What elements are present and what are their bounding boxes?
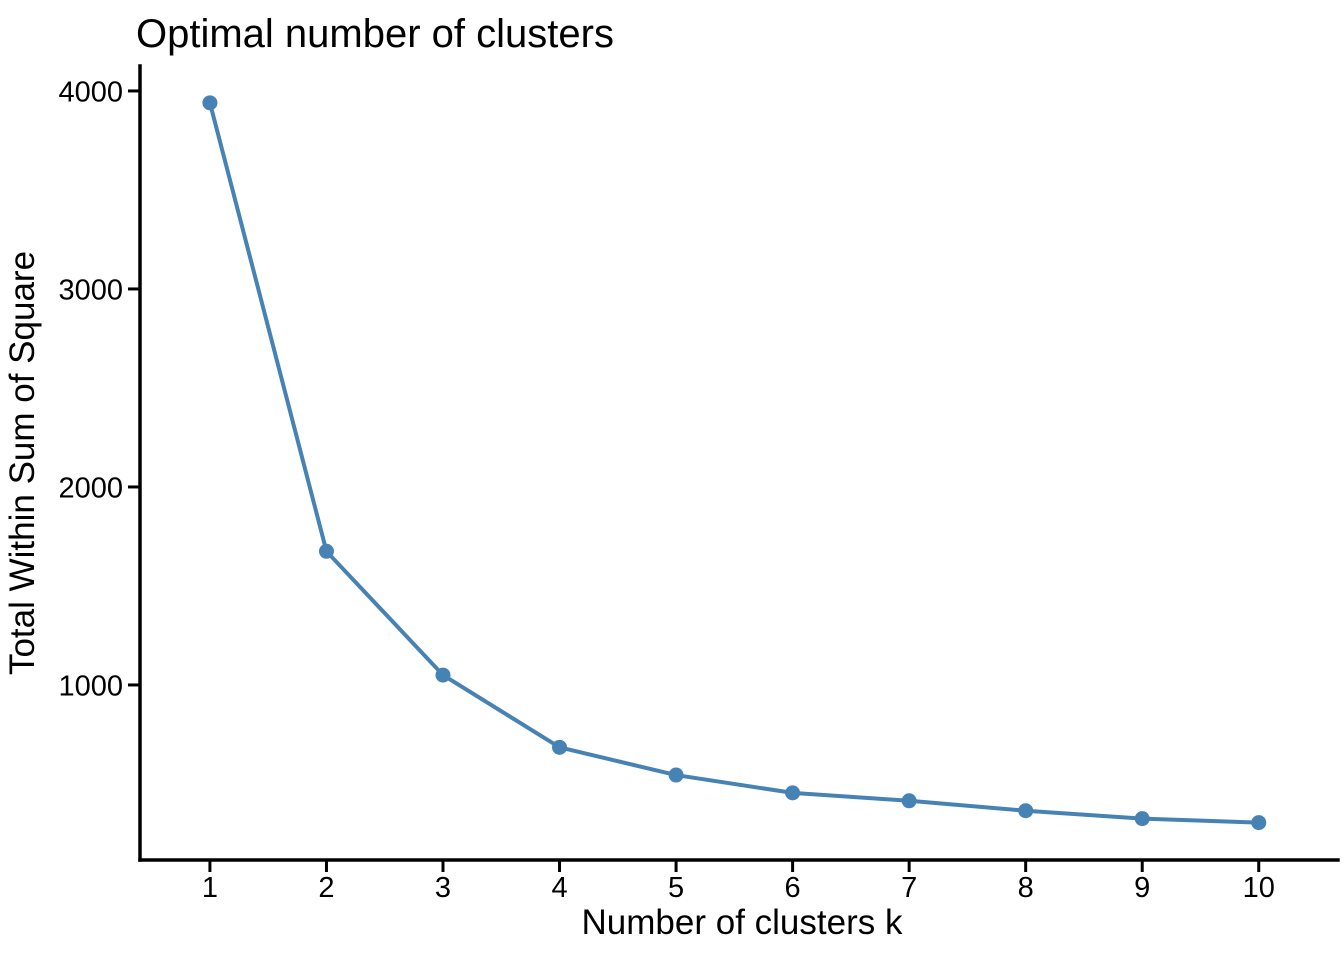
data-point [435, 667, 451, 683]
plot-area: 1000 2000 3000 4000 1 2 3 4 5 6 7 8 9 10 [58, 64, 1340, 904]
data-point [202, 95, 218, 111]
series-line [207, 100, 1261, 825]
x-tick-label: 10 [1243, 872, 1275, 904]
y-axis-label: Total Within Sum of Square [3, 251, 42, 675]
data-point [785, 785, 801, 801]
x-tick-label: 1 [202, 872, 218, 904]
y-tick-label: 4000 [58, 76, 123, 108]
y-tick-label: 2000 [58, 472, 123, 504]
data-point [1018, 803, 1034, 819]
x-tick-label: 2 [318, 872, 334, 904]
data-point [901, 793, 917, 809]
x-tick-label: 7 [901, 872, 917, 904]
data-point [552, 739, 568, 755]
x-tick-label: 8 [1018, 872, 1034, 904]
y-tick-label: 3000 [58, 274, 123, 306]
chart-title: Optimal number of clusters [136, 12, 614, 56]
data-point [1251, 815, 1267, 831]
data-point [1134, 811, 1150, 827]
x-axis-label: Number of clusters k [582, 903, 903, 942]
x-tick-label: 4 [551, 872, 567, 904]
y-tick-label: 1000 [58, 670, 123, 702]
x-tick-label: 3 [435, 872, 451, 904]
x-tick-label: 6 [785, 872, 801, 904]
data-point [668, 767, 684, 783]
x-tick-label: 9 [1134, 872, 1150, 904]
data-point [318, 543, 334, 559]
x-tick-label: 5 [668, 872, 684, 904]
